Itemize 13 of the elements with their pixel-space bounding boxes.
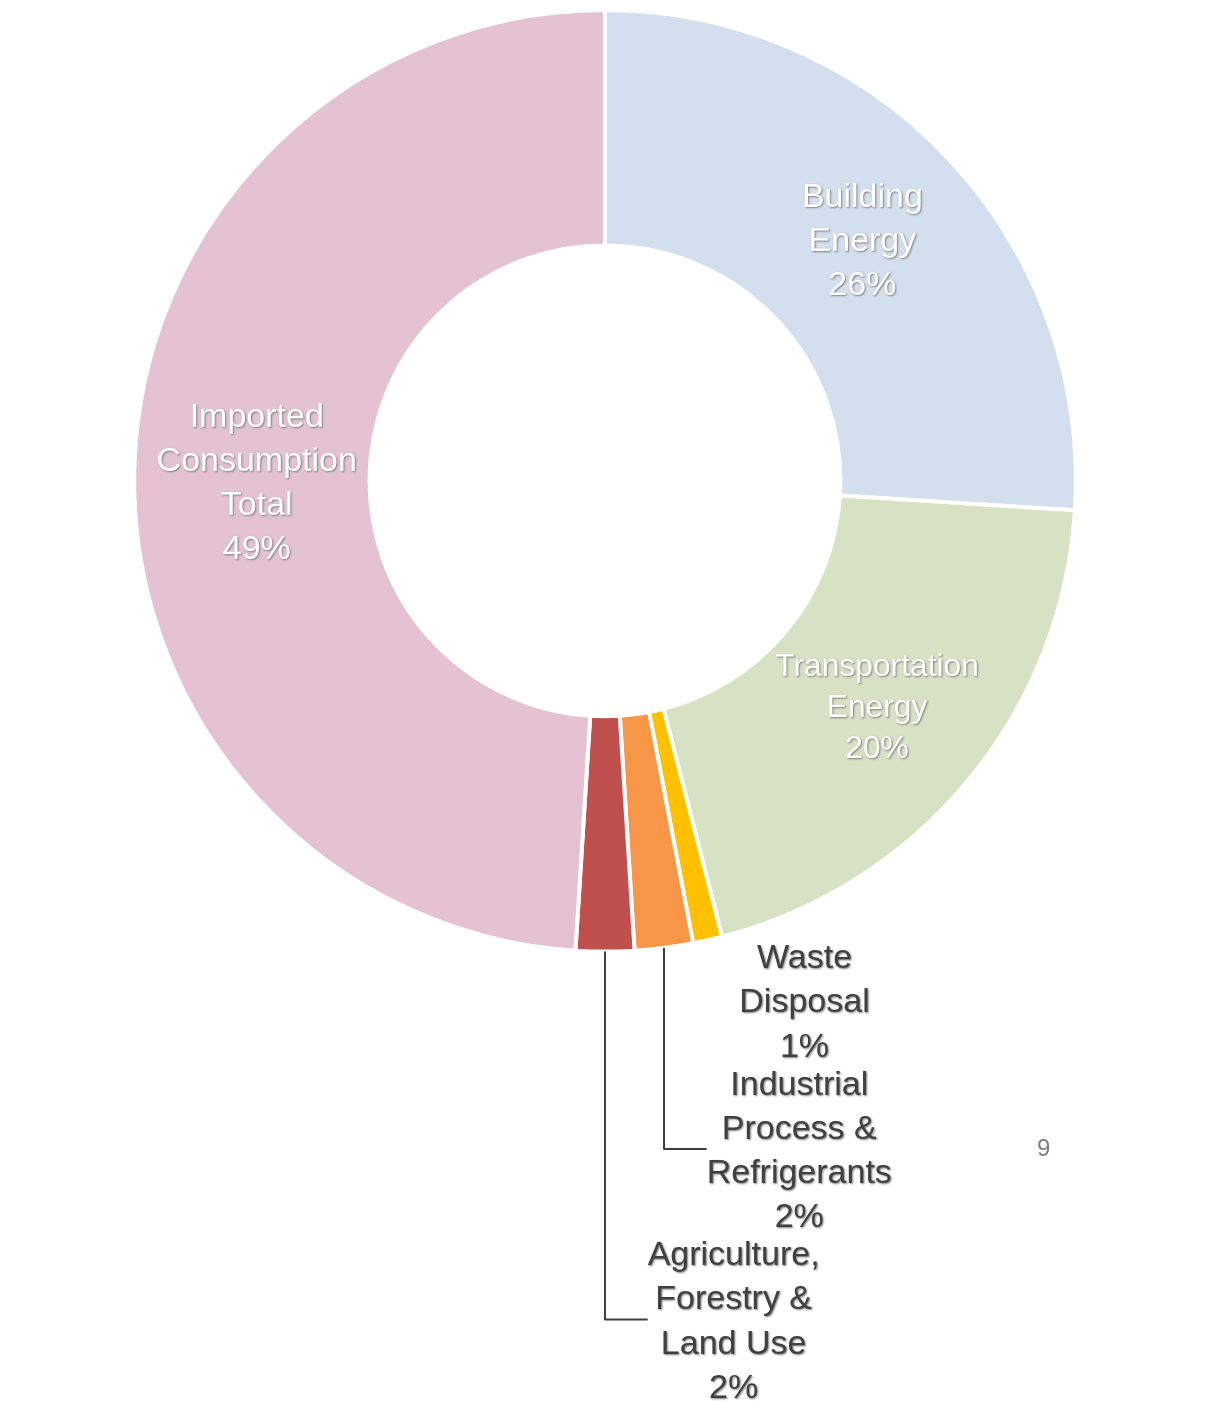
text: 9 — [1037, 1134, 1051, 1161]
data-label: 2% — [774, 1196, 824, 1235]
slice-label: Building Energy — [801, 175, 923, 259]
slice-label: Industrial Process & Refrigerants — [706, 1063, 892, 1191]
data-label: 2% — [709, 1366, 759, 1405]
slice-label: Imported Consumption Total — [156, 395, 357, 522]
slice-label: Waste Disposal — [739, 937, 870, 1020]
data-label: 1% — [779, 1025, 830, 1064]
slice-label: Agriculture, Forestry & Land Use — [647, 1234, 820, 1361]
data-label: 49% — [222, 528, 291, 567]
data-label: 26% — [828, 264, 897, 303]
data-label: 20% — [845, 729, 909, 766]
slice-label: Transportation Energy — [775, 646, 979, 725]
